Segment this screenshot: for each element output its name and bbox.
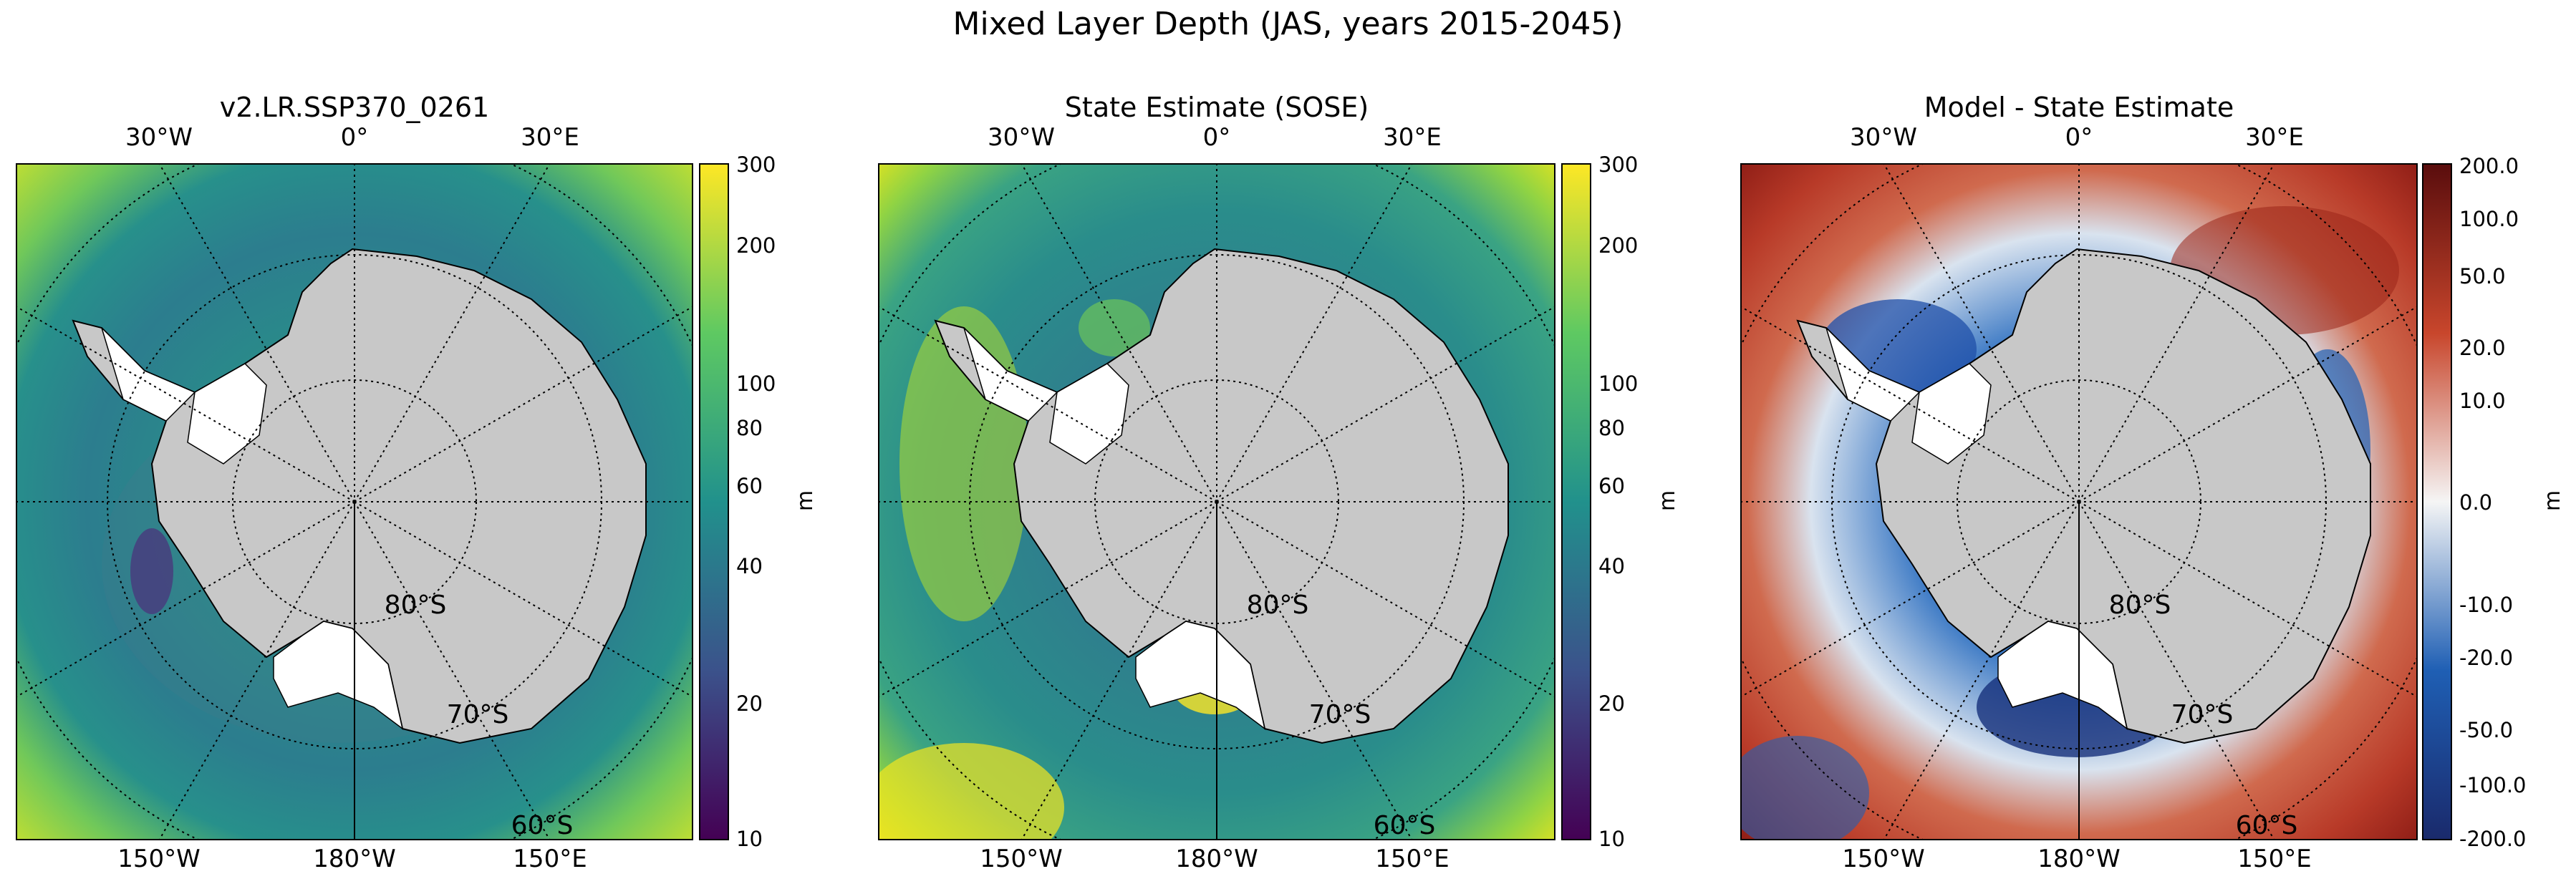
panel-2-lon-0: 0° xyxy=(1202,123,1231,152)
cb2-tick: 100 xyxy=(1598,371,1639,396)
cb2-unit: m xyxy=(1655,490,1681,512)
panel-2-lat-60: 60°S xyxy=(1373,811,1436,840)
cb1-unit: m xyxy=(793,490,819,512)
panel-1-lon-180w: 180°W xyxy=(313,845,396,873)
panel-2-lon-30e: 30°E xyxy=(1383,123,1442,152)
cb3-tick: 10.0 xyxy=(2459,389,2506,413)
cb1-tick: 10 xyxy=(736,827,763,851)
cb3-tick: -20.0 xyxy=(2459,646,2514,670)
panel-2-lon-30w: 30°W xyxy=(988,123,1055,152)
panel-2-lon-150e: 150°E xyxy=(1375,845,1449,873)
ice-shelf-ronne xyxy=(273,621,404,730)
ice-shelf-ronne xyxy=(1997,621,2128,730)
ice-shelf-ross xyxy=(1911,363,1992,465)
cb3-tick: -10.0 xyxy=(2459,593,2514,617)
cb2-tick: 300 xyxy=(1598,152,1639,177)
panel-1-lon-0: 0° xyxy=(340,123,369,152)
figure-title: Mixed Layer Depth (JAS, years 2015-2045) xyxy=(952,6,1624,42)
cb1-tick: 20 xyxy=(736,691,763,716)
panel-1-lon-30e: 30°E xyxy=(521,123,579,152)
cb3-tick: 50.0 xyxy=(2459,264,2506,288)
panel-1-lon-150w: 150°W xyxy=(117,845,201,873)
cb1-tick: 60 xyxy=(736,474,763,498)
panel-1-colorbar xyxy=(699,163,729,840)
panel-2-lon-150w: 150°W xyxy=(980,845,1063,873)
cb3-tick: 0.0 xyxy=(2459,490,2493,515)
cb1-tick: 200 xyxy=(736,233,776,258)
panel-3-title: Model - State Estimate xyxy=(1924,92,2234,123)
cb3-tick: 20.0 xyxy=(2459,336,2506,360)
panel-2-title: State Estimate (SOSE) xyxy=(1064,92,1369,123)
panel-1-lat-60: 60°S xyxy=(511,811,574,840)
panel-2-lat-80: 80°S xyxy=(1246,591,1309,620)
cb3-tick: 100.0 xyxy=(2459,207,2519,231)
panel-2-colorbar xyxy=(1561,163,1591,840)
cb1-tick: 80 xyxy=(736,416,763,440)
panel-3-lon-30e: 30°E xyxy=(2245,123,2304,152)
panel-3-lon-30w: 30°W xyxy=(1850,123,1917,152)
panel-3-lat-80: 80°S xyxy=(2108,591,2171,620)
cb3-tick: 200.0 xyxy=(2459,154,2519,178)
panel-1-lat-80: 80°S xyxy=(384,591,447,620)
cb2-tick: 60 xyxy=(1598,474,1625,498)
cb1-tick: 300 xyxy=(736,152,776,177)
cb2-tick: 80 xyxy=(1598,416,1625,440)
panel-3-lat-70: 70°S xyxy=(2171,700,2234,729)
panel-1-lon-30w: 30°W xyxy=(125,123,193,152)
panel-3-map xyxy=(1740,163,2418,840)
panel-3-lat-60: 60°S xyxy=(2235,811,2298,840)
panel-3-lon-150w: 150°W xyxy=(1842,845,1925,873)
cb2-tick: 10 xyxy=(1598,827,1625,851)
panel-2-lon-180w: 180°W xyxy=(1175,845,1258,873)
cb2-tick: 200 xyxy=(1598,233,1639,258)
cb1-tick: 40 xyxy=(736,554,763,578)
panel-2-map xyxy=(878,163,1555,840)
cb3-tick: -50.0 xyxy=(2459,718,2514,742)
panel-3-lon-180w: 180°W xyxy=(2037,845,2121,873)
panel-3-lon-150e: 150°E xyxy=(2237,845,2312,873)
cb1-tick: 100 xyxy=(736,371,776,396)
panel-3-lon-0: 0° xyxy=(2065,123,2093,152)
cb3-tick: -100.0 xyxy=(2459,773,2527,797)
ice-shelf-ronne xyxy=(1135,621,1266,730)
cb3-tick: -200.0 xyxy=(2459,827,2527,851)
cb3-unit: m xyxy=(2540,490,2566,512)
panel-1-lat-70: 70°S xyxy=(446,700,509,729)
panel-3-colorbar xyxy=(2422,163,2452,840)
ice-shelf-ross xyxy=(1049,363,1129,465)
ice-shelf-ross xyxy=(187,363,267,465)
cb2-tick: 20 xyxy=(1598,691,1625,716)
cb2-tick: 40 xyxy=(1598,554,1625,578)
panel-1-title: v2.LR.SSP370_0261 xyxy=(219,92,490,123)
panel-1-map xyxy=(16,163,693,840)
panel-2-lat-70: 70°S xyxy=(1308,700,1371,729)
panel-1-lon-150e: 150°E xyxy=(513,845,587,873)
